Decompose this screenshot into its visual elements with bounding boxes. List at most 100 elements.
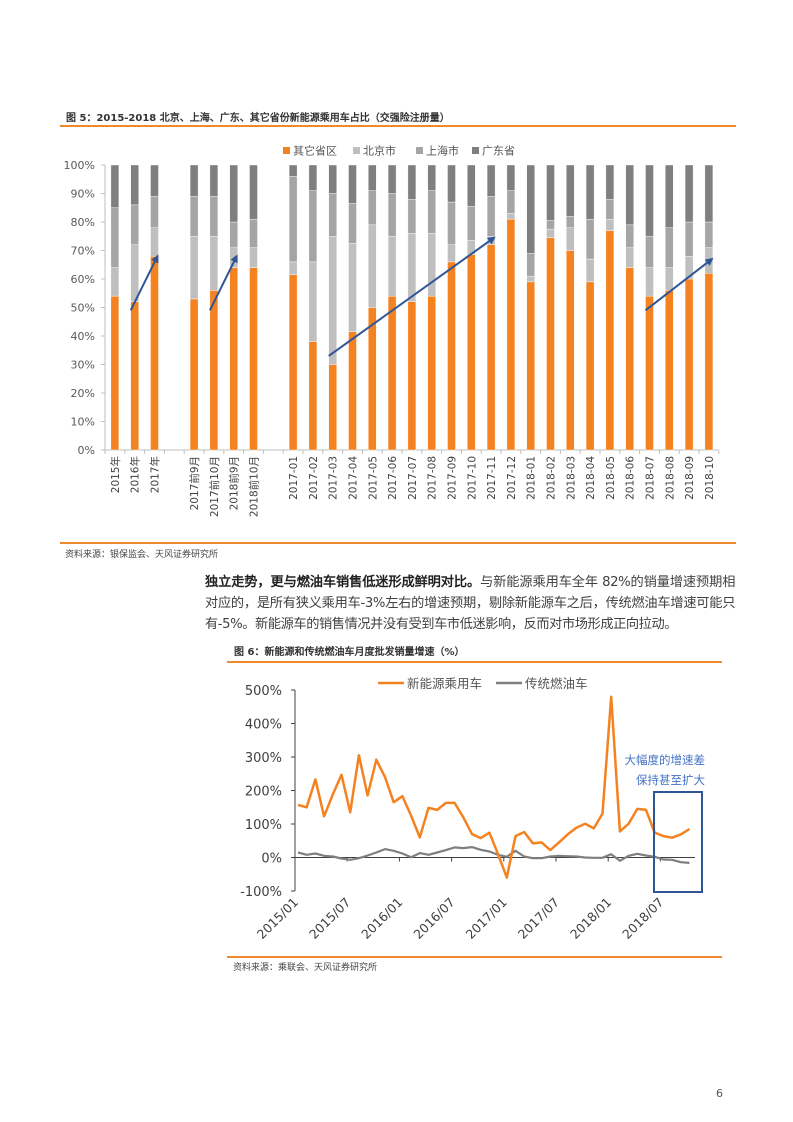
bar-segment-2 — [249, 218, 258, 248]
bar-segment-2 — [645, 236, 654, 268]
x-tick-label: 2015/01 — [254, 895, 301, 942]
bar-segment-3 — [150, 164, 159, 197]
bar-segment-1 — [387, 236, 397, 297]
annotation-line1: 大幅度的增速差 — [625, 753, 706, 767]
x-tick-label: 2017-04 — [348, 456, 360, 500]
bar-segment-2 — [407, 198, 417, 234]
line-chart: 新能源乘用车 传统燃油车 -100% 0% 100% 200% 300% 400% 500% 2… — [240, 676, 706, 942]
bar-segment-3 — [447, 164, 456, 203]
bar-segment-3 — [407, 164, 417, 200]
x-tick-label: 2018-09 — [684, 456, 696, 500]
x-tick-label: 2018-02 — [546, 456, 558, 500]
bar-segment-3 — [585, 164, 595, 220]
bar-segment-3 — [348, 164, 357, 204]
y-tick-label: 40% — [71, 330, 95, 343]
bar-segment-0 — [308, 341, 318, 451]
bar-segment-0 — [625, 267, 634, 451]
bar-segment-3 — [189, 164, 199, 197]
x-tick-label: 2017年 — [149, 456, 162, 493]
bar-segment-2 — [150, 196, 159, 228]
bar-segment-1 — [447, 244, 456, 263]
bar-segment-2 — [328, 193, 337, 237]
paragraph-lead: 独立走势，更与燃油车销售低迷形成鲜明对比。 — [205, 575, 481, 590]
bar-segment-3 — [467, 164, 476, 207]
bar-segment-1 — [605, 218, 615, 231]
bar-segment-2 — [585, 218, 595, 260]
bar-segment-3 — [506, 164, 516, 191]
bar-segment-1 — [368, 224, 377, 308]
trend-arrow-3 — [644, 257, 714, 312]
bar-segment-3 — [249, 164, 258, 220]
bar-segment-0 — [684, 278, 694, 451]
bar-segment-1 — [526, 275, 535, 283]
bar-segment-0 — [189, 298, 199, 451]
bar-segment-3 — [328, 164, 337, 194]
series-line-1 — [297, 846, 690, 864]
bar-segment-0 — [110, 295, 120, 451]
x-tick-label: 2015年 — [109, 456, 122, 493]
x-tick-label: 2017/07 — [515, 895, 562, 942]
body-paragraph: 独立走势，更与燃油车销售低迷形成鲜明对比。与新能源乘用车全年 82%的销量增速预… — [205, 572, 735, 635]
trend-arrow-0 — [129, 254, 159, 311]
x-tick-label: 2017前9月 — [188, 456, 201, 510]
x-tick-label: 2016/07 — [410, 895, 457, 942]
bar-segment-0 — [348, 331, 357, 451]
x-tick-label: 2018-07 — [645, 456, 657, 500]
bar-segment-2 — [506, 190, 516, 214]
bar-segment-1 — [130, 244, 139, 303]
bar-segment-0 — [506, 218, 516, 451]
bar-segment-1 — [566, 227, 575, 251]
legend-label-3: 广东省 — [482, 145, 515, 158]
figure5-source: 资料来源：银保监会、天风证券研究所 — [65, 550, 219, 560]
figure5-source-rule — [60, 542, 736, 544]
bar-segment-2 — [209, 196, 219, 237]
bar-segment-2 — [110, 207, 120, 268]
x-tick-label: 2017/01 — [463, 895, 510, 942]
bar-segment-1 — [348, 243, 357, 332]
x-tick-label: 2017-02 — [308, 456, 320, 500]
bar-segment-2 — [447, 201, 456, 246]
legend-swatch-2 — [416, 147, 423, 154]
y-tick-label: 50% — [71, 302, 95, 315]
bar-segment-3 — [605, 164, 615, 200]
x-tick-label: 2017-07 — [407, 456, 419, 500]
bar-segment-2 — [387, 193, 397, 237]
bar-segment-3 — [645, 164, 654, 237]
legend-swatch-1 — [353, 147, 360, 154]
x-tick-label: 2018前10月 — [248, 456, 261, 517]
paragraph-text: 与新能源乘用车全年 82%的销量增速预期相对应的，是所有狭义乘用车-3%左右的增… — [205, 575, 735, 632]
chart1-arrows — [129, 236, 714, 357]
bar-segment-0 — [229, 267, 238, 451]
x-tick-label: 2017-05 — [367, 456, 379, 500]
bar-segment-0 — [585, 281, 595, 451]
bar-segment-0 — [427, 295, 436, 451]
annotation-line2: 保持甚至扩大 — [636, 773, 705, 787]
bar-segment-3 — [427, 164, 436, 191]
chart1-axes: 0% 10% 20% 30% 40% 50% 60% 70% 80% 90% 100% 2015年 20… — [64, 159, 720, 517]
bar-segment-2 — [467, 206, 476, 241]
bar-segment-1 — [249, 247, 258, 268]
y-tick-label: 20% — [71, 387, 95, 400]
bar-segment-3 — [684, 164, 694, 223]
x-tick-label: 2016年 — [129, 456, 142, 493]
bar-segment-2 — [546, 220, 555, 230]
bar-segment-3 — [288, 164, 298, 177]
bar-segment-0 — [546, 237, 555, 451]
bar-segment-1 — [328, 236, 337, 365]
figure6-source-rule — [227, 956, 722, 958]
y-tick-label: 80% — [71, 216, 95, 229]
figure5-title-rule — [60, 125, 736, 127]
x-tick-label: 2017-09 — [447, 456, 459, 500]
x-tick-label: 2017-11 — [486, 456, 498, 500]
x-tick-label: 2018-08 — [664, 456, 676, 500]
figure6-title-rule — [227, 661, 722, 663]
x-tick-label: 2015/07 — [306, 895, 353, 942]
x-tick-label: 2016/01 — [358, 895, 405, 942]
chart2-axes: -100% 0% 100% 200% 300% 400% 500% 2015/01 2015/0… — [240, 684, 695, 942]
bar-segment-2 — [427, 190, 436, 234]
bar-segment-0 — [605, 230, 615, 451]
y-tick-label: -100% — [240, 885, 282, 900]
bar-segment-2 — [348, 203, 357, 244]
bar-segment-3 — [229, 164, 238, 223]
bar-segment-1 — [308, 261, 318, 342]
